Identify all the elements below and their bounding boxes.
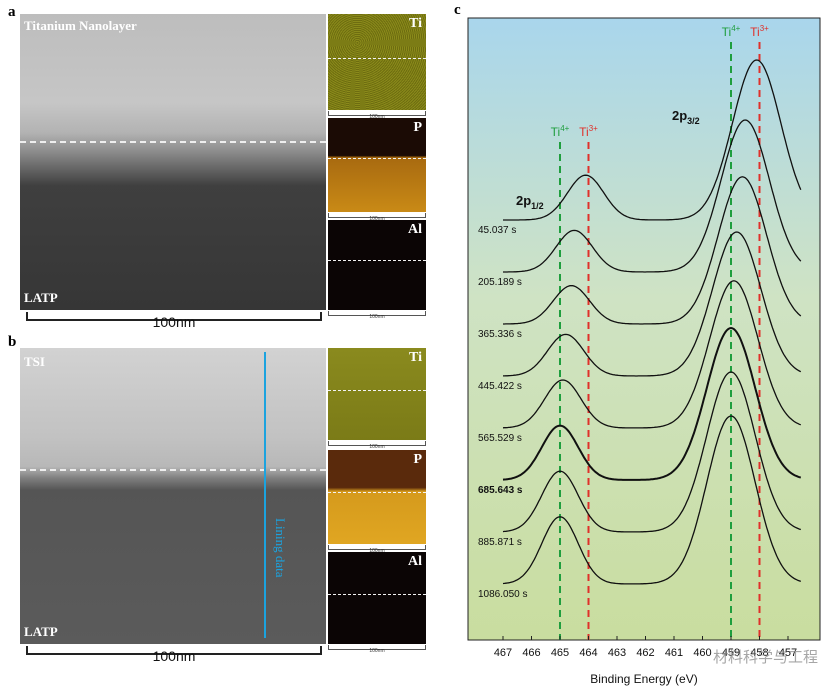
series-label: 445.422 s <box>478 381 522 392</box>
panel-a-letter: a <box>8 4 16 20</box>
panel-a-map-al: Al <box>328 220 426 310</box>
panel-a-map-ti-label: Ti <box>409 16 422 31</box>
x-tick-label: 458 <box>750 647 768 659</box>
peak-label: 2p3/2 <box>672 108 700 126</box>
x-tick-label: 460 <box>693 647 711 659</box>
panel-a-scale-bar: 100nm <box>26 312 322 330</box>
plot-area <box>467 17 821 641</box>
reference-label: Ti4+ <box>551 124 570 139</box>
x-tick-label: 464 <box>579 647 597 659</box>
panel-b-map-ti: Ti <box>328 348 426 440</box>
panel-a-map-ti-scale: 100nm <box>328 111 426 121</box>
series-label: 205.189 s <box>478 277 522 288</box>
spectrum-curve <box>503 176 802 325</box>
panel-b-interface-line <box>20 469 326 471</box>
panel-b-map-p-label: P <box>413 452 422 467</box>
panel-b-map-p-scale: 100nm <box>328 545 426 555</box>
panel-a-scale-label: 100nm <box>152 314 196 330</box>
spectrum-curve <box>503 119 802 273</box>
series-label: 1086.050 s <box>478 589 528 600</box>
panel-b-top-label: TSI <box>24 354 45 369</box>
panel-a-map-p: P <box>328 118 426 212</box>
series-label: 685.643 s <box>478 485 523 496</box>
panel-b-map-al-label: Al <box>408 554 422 569</box>
panel-b-letter: b <box>8 334 17 350</box>
panel-a-interface-line <box>20 141 326 143</box>
spectrum-curve <box>502 415 802 585</box>
panel-b-bottom-label: LATP <box>24 624 58 639</box>
spectrum-curve <box>502 326 802 481</box>
panel-b-scale-bar: 100nm <box>26 646 322 664</box>
panel-c-letter: c <box>454 2 461 18</box>
x-tick-label: 462 <box>636 647 654 659</box>
series-label: 45.037 s <box>478 225 516 236</box>
panel-b-map-p: P <box>328 450 426 544</box>
series-label: 565.529 s <box>478 433 522 444</box>
x-tick-label: 466 <box>522 647 540 659</box>
reference-label: Ti3+ <box>579 124 598 139</box>
series-label: 365.336 s <box>478 329 522 340</box>
x-tick-label: 459 <box>722 647 740 659</box>
panel-b-scale-label: 100nm <box>152 648 196 664</box>
x-tick-label: 465 <box>551 647 569 659</box>
panel-b-map-al-scale: 100nm <box>328 645 426 655</box>
spectrum-curve <box>502 371 801 533</box>
panel-b-lining-label: Lining data <box>273 518 288 578</box>
spectrum-curve <box>503 231 802 377</box>
reference-label: Ti3+ <box>750 24 769 39</box>
panel-a-map-al-label: Al <box>408 222 422 237</box>
panel-a-bottom-label: LATP <box>24 290 58 305</box>
panel-a-top-label: Titanium Nanolayer <box>24 18 137 33</box>
watermark: 材料科学与工程 <box>713 649 818 666</box>
panel-b-map-ti-label: Ti <box>409 350 422 365</box>
panel-a-stem-image: Titanium Nanolayer LATP <box>20 14 326 310</box>
x-tick-label: 463 <box>608 647 626 659</box>
spectrum-curve <box>502 280 802 429</box>
panel-a-map-p-scale: 100nm <box>328 213 426 223</box>
panel-a-map-ti: Ti <box>328 14 426 110</box>
series-label: 885.871 s <box>478 537 522 548</box>
reference-label: Ti4+ <box>722 24 741 39</box>
spectrum-curve <box>503 59 802 221</box>
panel-b-map-ti-scale: 100nm <box>328 441 426 451</box>
panel-b-stem-image: TSI Lining data LATP <box>20 348 326 644</box>
x-tick-label: 457 <box>779 647 797 659</box>
panel-b-map-al: Al <box>328 552 426 644</box>
x-axis-label: Binding Energy (eV) <box>590 672 697 686</box>
peak-label: 2p1/2 <box>516 193 544 211</box>
panel-b-lining-line <box>264 352 266 638</box>
panel-a-map-al-scale: 100nm <box>328 311 426 321</box>
x-tick-label: 461 <box>665 647 683 659</box>
x-tick-label: 467 <box>494 647 512 659</box>
panel-a-map-p-label: P <box>413 120 422 135</box>
